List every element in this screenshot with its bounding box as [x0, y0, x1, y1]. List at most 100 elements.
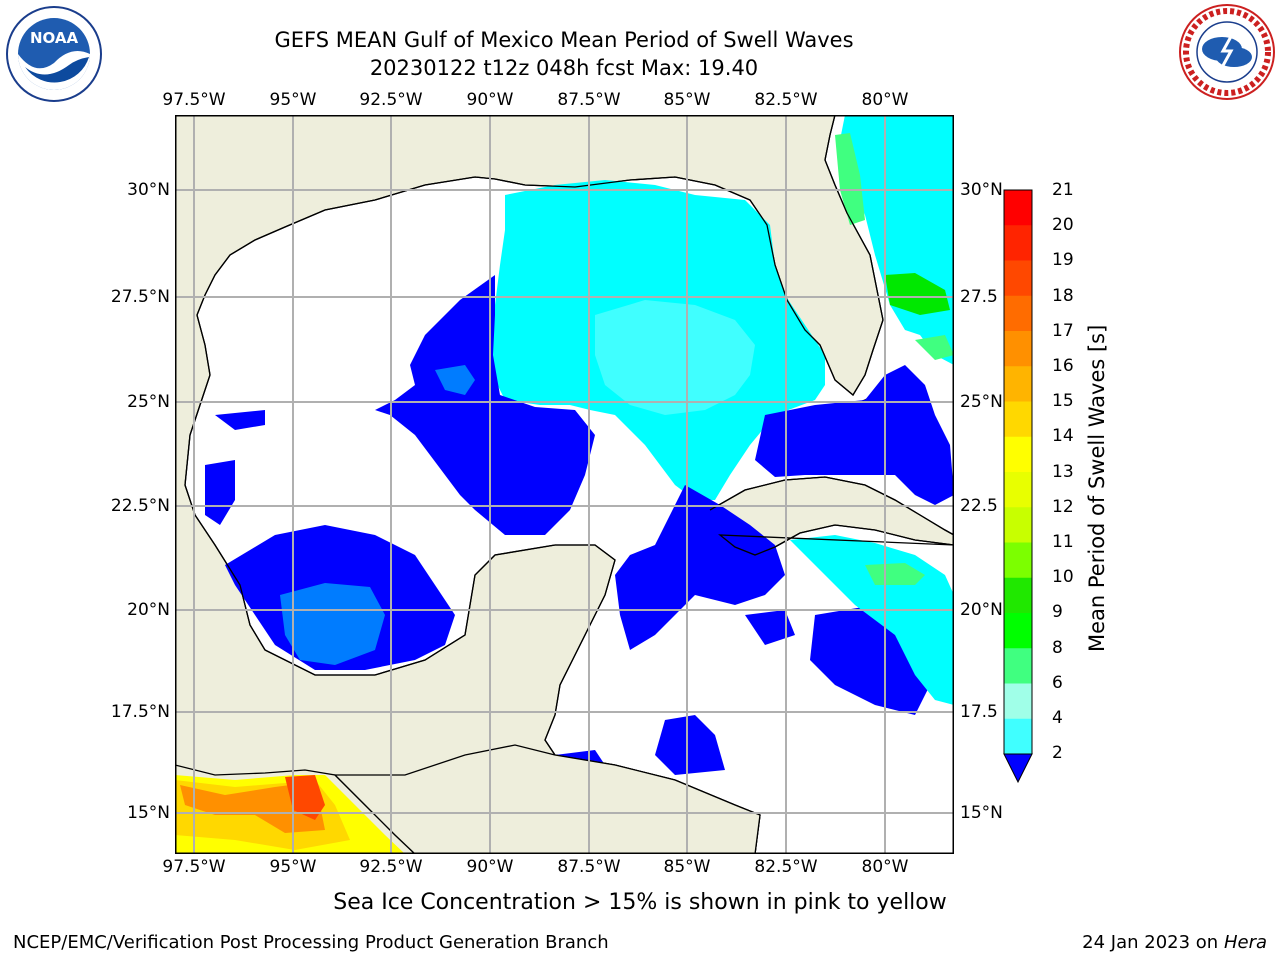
colorbar-label: 17 [1052, 321, 1074, 341]
lon-tick-label: 90°W [466, 857, 514, 877]
field-green-atlantic-3 [915, 335, 954, 360]
colorbar-swatch [1004, 331, 1032, 367]
map-title: GEFS MEAN Gulf of Mexico Mean Period of … [274, 28, 854, 52]
colorbar-label: 14 [1052, 426, 1074, 446]
colorbar-label: 6 [1052, 673, 1063, 693]
lat-tick-label: 20°N [127, 600, 170, 620]
colorbar-label: 21 [1052, 180, 1074, 200]
field-green-atlantic-2 [885, 273, 950, 315]
colorbar-swatch [1004, 401, 1032, 438]
colorbar [1000, 186, 1036, 786]
colorbar-swatch [1004, 190, 1032, 226]
footer-date: 24 Jan 2023 on Hera [1082, 932, 1267, 953]
colorbar-label: 8 [1052, 638, 1063, 658]
swell-period-map [174, 114, 955, 855]
field-blue-caribbean-1 [655, 715, 725, 775]
colorbar-label: 10 [1052, 567, 1074, 587]
lat-tick-label: 15°N [127, 803, 170, 823]
noaa-logo-icon: NOAA [5, 5, 103, 103]
field-blue-west [375, 275, 595, 535]
nws-logo-icon [1178, 3, 1276, 101]
colorbar-label: 19 [1052, 250, 1074, 270]
lat-tick-label: 20°N [960, 600, 1003, 620]
colorbar-frame [1003, 189, 1033, 755]
map-frame [175, 115, 954, 854]
lon-tick-label: 95°W [269, 90, 317, 110]
sea-ice-caption: Sea Ice Concentration > 15% is shown in … [333, 890, 947, 915]
colorbar-swatch [1004, 613, 1032, 649]
field-blue-east [755, 365, 954, 505]
colorbar-swatch [1004, 225, 1032, 261]
lon-tick-label: 92.5°W [359, 857, 423, 877]
land-central-america [333, 744, 761, 855]
lat-tick-label: 27.5 [960, 287, 998, 307]
colorbar-swatch [1004, 648, 1032, 684]
field-orange-pacific [180, 783, 325, 833]
colorbar-label: 4 [1052, 708, 1063, 728]
lat-tick-label: 22.5°N [110, 496, 170, 516]
lon-tick-label: 87.5°W [557, 857, 621, 877]
field-mid-blue-west [435, 365, 475, 395]
lon-tick-label: 90°W [466, 90, 514, 110]
lon-tick-label: 82.5°W [754, 90, 818, 110]
lon-tick-label: 80°W [861, 90, 909, 110]
colorbar-label: 2 [1052, 743, 1063, 763]
colorbar-swatch [1004, 683, 1032, 720]
colorbar-swatch [1004, 507, 1032, 543]
field-red-pacific [285, 775, 325, 820]
lat-tick-label: 30°N [127, 180, 170, 200]
lon-tick-label: 92.5°W [359, 90, 423, 110]
field-green-atlantic-1 [835, 133, 865, 225]
colorbar-label: 15 [1052, 391, 1074, 411]
colorbar-swatch [1004, 577, 1032, 614]
footer-credit: NCEP/EMC/Verification Post Processing Pr… [13, 932, 609, 953]
colorbar-label: 12 [1052, 497, 1074, 517]
colorbar-label: 13 [1052, 462, 1074, 482]
field-blue-patch-2 [215, 410, 265, 430]
footer-date-text: 24 Jan 2023 on [1082, 932, 1224, 953]
lon-tick-label: 85°W [663, 857, 711, 877]
field-blue-patch-1 [205, 460, 235, 525]
colorbar-swatch [1004, 718, 1032, 755]
field-blue-caribbean-4 [745, 610, 795, 645]
colorbar-swatch [1004, 472, 1032, 508]
lon-tick-label: 95°W [269, 857, 317, 877]
footer-machine: Hera [1223, 932, 1267, 953]
colorbar-label: 18 [1052, 286, 1074, 306]
colorbar-label: 9 [1052, 602, 1063, 622]
noaa-logo-text: NOAA [30, 29, 79, 47]
lon-tick-label: 97.5°W [162, 857, 226, 877]
lon-tick-label: 87.5°W [557, 90, 621, 110]
lon-tick-label: 97.5°W [162, 90, 226, 110]
colorbar-title: Mean Period of Swell Waves [s] [1085, 324, 1109, 652]
lon-tick-label: 82.5°W [754, 857, 818, 877]
colorbar-swatch [1004, 295, 1032, 332]
colorbar-label: 20 [1052, 215, 1074, 235]
colorbar-swatches [1003, 189, 1033, 784]
colorbar-swatch [1004, 436, 1032, 473]
colorbar-swatch [1004, 366, 1032, 402]
swell-fields [175, 115, 954, 854]
map-subtitle: 20230122 t12z 048h fcst Max: 19.40 [369, 56, 759, 80]
gridlines [175, 115, 954, 854]
field-cyan-light [595, 300, 755, 415]
lat-tick-label: 15°N [960, 803, 1003, 823]
lon-tick-label: 85°W [663, 90, 711, 110]
field-blue-south [615, 485, 785, 650]
colorbar-label: 11 [1052, 532, 1074, 552]
lat-tick-label: 27.5°N [110, 287, 170, 307]
lat-tick-label: 17.5 [960, 702, 998, 722]
map-panel [174, 114, 955, 855]
field-mid-blue-campeche [280, 583, 385, 665]
colorbar-under-arrow [1003, 753, 1033, 784]
lon-tick-label: 80°W [861, 857, 909, 877]
lat-tick-label: 25°N [960, 392, 1003, 412]
lat-tick-label: 30°N [960, 180, 1003, 200]
colorbar-swatch [1004, 260, 1032, 297]
field-green-caribbean [865, 563, 925, 585]
colorbar-swatch [1004, 542, 1032, 579]
lat-tick-label: 25°N [127, 392, 170, 412]
lat-tick-label: 22.5 [960, 496, 998, 516]
colorbar-label: 16 [1052, 356, 1074, 376]
lat-tick-label: 17.5°N [110, 702, 170, 722]
